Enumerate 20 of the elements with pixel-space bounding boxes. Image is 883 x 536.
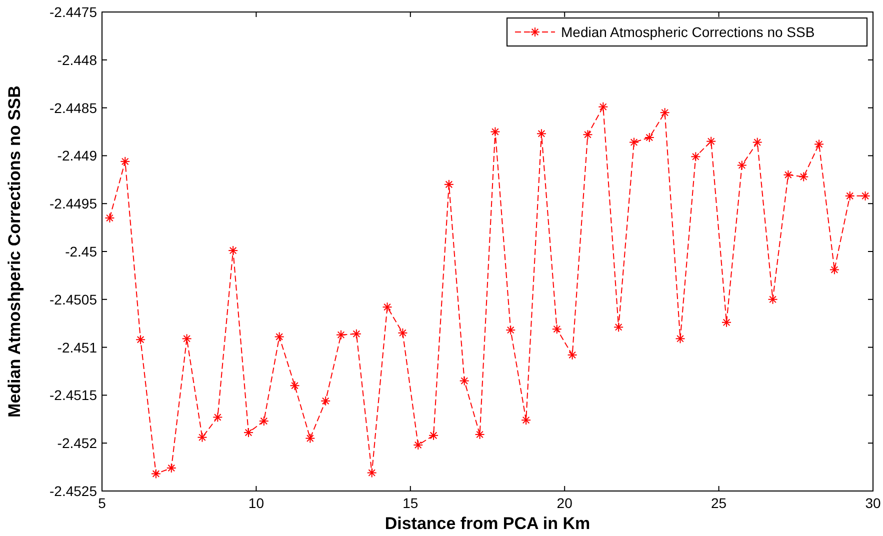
x-tick-label: 10 [248, 495, 264, 511]
y-tick-label: -2.4475 [50, 4, 98, 20]
x-axis-title: Distance from PCA in Km [384, 514, 590, 533]
y-tick-label: -2.4505 [50, 291, 98, 308]
y-tick-label: -2.45 [65, 244, 98, 260]
x-tick-label: 25 [711, 495, 727, 511]
y-axis-title: Median Atmoshperic Corrections no SSB [5, 86, 24, 418]
y-tick-label: -2.448 [57, 52, 98, 68]
y-tick-label: -2.452 [57, 435, 98, 452]
y-tick-label: -2.449 [57, 148, 98, 164]
y-tick-label: -2.451 [57, 339, 98, 356]
x-tick-label: 20 [556, 495, 573, 511]
x-tick-label: 5 [98, 495, 106, 511]
y-tick-label: -2.4485 [50, 100, 98, 116]
y-tick-label: -2.4515 [50, 387, 98, 404]
x-tick-label: 30 [865, 495, 881, 511]
x-tick-label: 15 [402, 495, 418, 511]
y-tick-label: -2.4495 [50, 196, 98, 212]
y-tick-label: -2.4525 [50, 483, 98, 499]
legend-label: Median Atmospheric Corrections no SSB [561, 24, 815, 40]
